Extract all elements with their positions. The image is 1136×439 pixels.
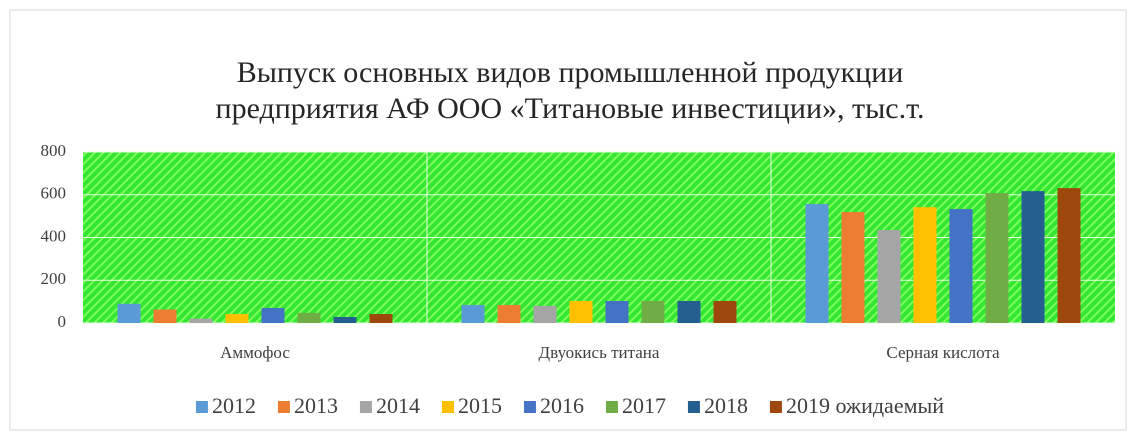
legend-swatch bbox=[523, 401, 536, 413]
legend-label: 2018 bbox=[704, 393, 748, 418]
bar bbox=[533, 305, 557, 323]
bar bbox=[805, 203, 829, 323]
bar bbox=[569, 300, 593, 323]
legend-label: 2015 bbox=[458, 393, 502, 418]
bar bbox=[985, 193, 1009, 323]
bar bbox=[189, 318, 213, 323]
bar bbox=[225, 314, 249, 323]
legend-label: 2012 bbox=[212, 393, 256, 418]
bar bbox=[153, 309, 177, 323]
bar bbox=[297, 312, 321, 323]
chart-title: предприятия АФ ООО «Титановые инвестиции… bbox=[216, 92, 925, 125]
bar bbox=[913, 207, 937, 323]
x-tick-label: Двуокись титана bbox=[539, 343, 660, 362]
legend-swatch bbox=[769, 401, 782, 413]
y-tick-label: 800 bbox=[41, 141, 67, 160]
bar bbox=[497, 305, 521, 323]
y-tick-label: 600 bbox=[41, 184, 67, 203]
bar bbox=[333, 317, 357, 323]
bar bbox=[841, 212, 865, 323]
y-tick-label: 0 bbox=[58, 312, 67, 331]
bar bbox=[369, 314, 393, 323]
y-tick-label: 400 bbox=[41, 226, 67, 245]
legend-swatch bbox=[359, 401, 372, 413]
legend-swatch bbox=[441, 401, 454, 413]
legend-swatch bbox=[605, 401, 618, 413]
legend-label: 2017 bbox=[622, 393, 666, 418]
bar bbox=[1057, 188, 1081, 323]
bar bbox=[949, 209, 973, 323]
bar bbox=[877, 230, 901, 323]
bar bbox=[261, 308, 285, 323]
legend-label: 2013 bbox=[294, 393, 338, 418]
legend-swatch bbox=[277, 401, 290, 413]
bar bbox=[713, 300, 737, 323]
bar bbox=[1021, 191, 1045, 323]
legend-label: 2014 bbox=[376, 393, 420, 418]
y-tick-label: 200 bbox=[41, 269, 67, 288]
chart-title: Выпуск основных видов промышленной проду… bbox=[237, 56, 904, 89]
bar bbox=[117, 303, 141, 323]
bar bbox=[605, 300, 629, 323]
x-tick-label: Серная кислота bbox=[886, 343, 1000, 362]
legend-swatch bbox=[687, 401, 700, 413]
legend-label: 2016 bbox=[540, 393, 584, 418]
bar bbox=[677, 300, 701, 323]
bar bbox=[461, 305, 485, 323]
x-tick-label: Аммофос bbox=[220, 343, 290, 362]
legend-label: 2019 ожидаемый bbox=[786, 393, 944, 418]
bar bbox=[641, 300, 665, 323]
legend-swatch bbox=[195, 401, 208, 413]
